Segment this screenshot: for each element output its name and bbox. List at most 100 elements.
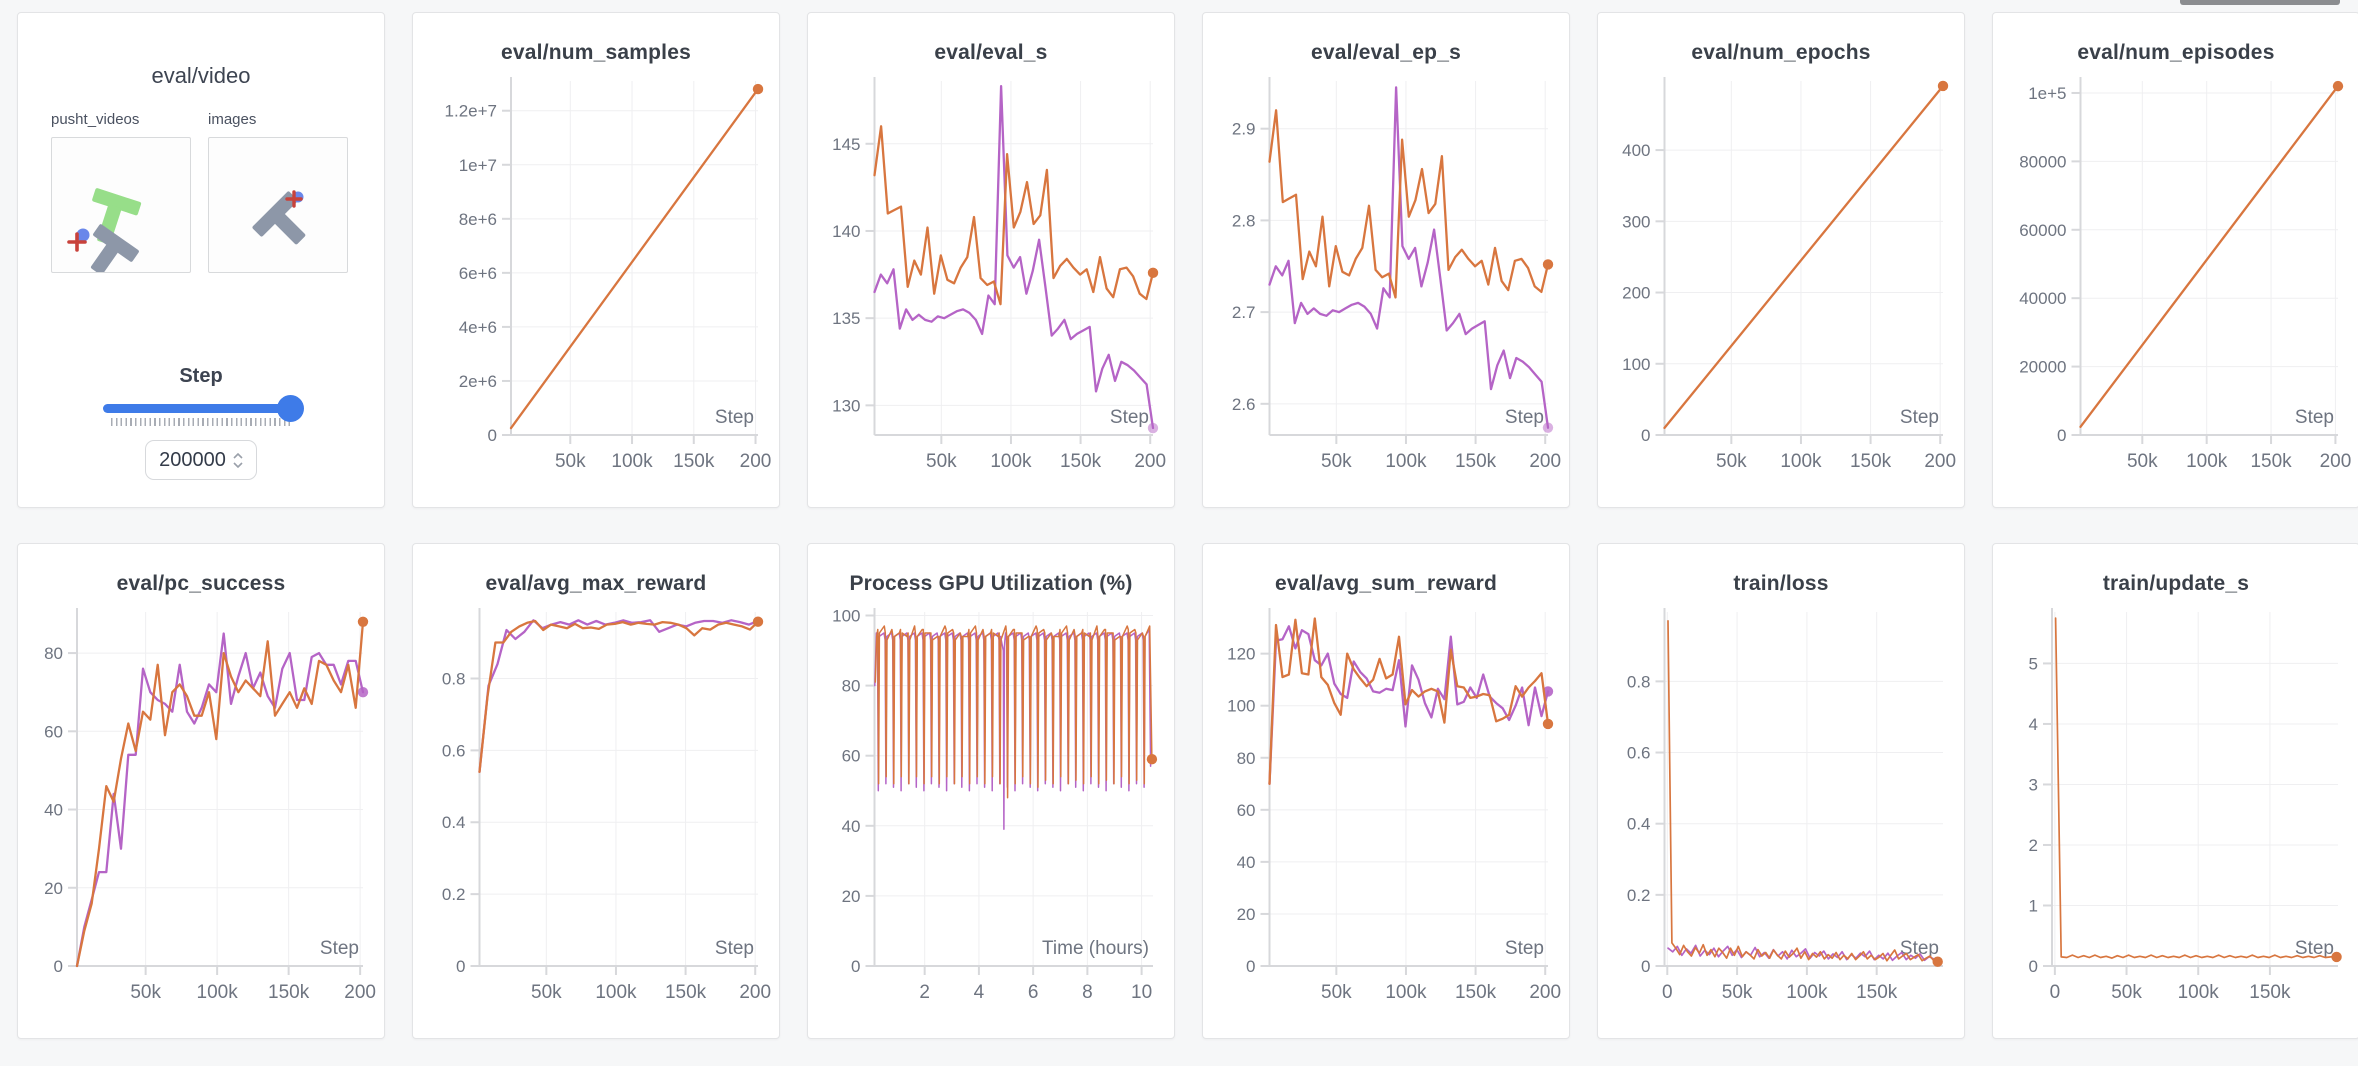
x-axis-label: Step bbox=[1900, 938, 1939, 959]
x-tick-label: 150k bbox=[1856, 982, 1898, 1003]
x-tick-label: 100k bbox=[1786, 982, 1828, 1003]
slider-tick-ruler bbox=[111, 418, 291, 426]
x-tick-label: 100k bbox=[611, 451, 653, 472]
x-tick-label: 200 bbox=[740, 451, 772, 472]
panel-eval-num-epochs[interactable]: eval/num_epochs 0 100 200 300 400 50k 100k 150k 2… bbox=[1597, 12, 1965, 508]
x-axis-label: Step bbox=[1900, 407, 1939, 428]
y-tick-label: 1e+7 bbox=[459, 156, 497, 175]
panel-eval-num-episodes[interactable]: eval/num_episodes 0 20000 40000 60000 80000 1e… bbox=[1992, 12, 2358, 508]
chart-canvas[interactable]: 0 20 40 60 80 100 120 50k 100k 150k 200 Step bbox=[1214, 598, 1561, 1022]
y-tick-label: 60 bbox=[1237, 801, 1256, 820]
x-tick-label: 50k bbox=[555, 451, 586, 472]
y-tick-label: 0.2 bbox=[442, 885, 466, 904]
y-tick-label: 0.2 bbox=[1627, 886, 1651, 905]
series-end-dot-orange bbox=[1146, 754, 1158, 765]
panel-eval-avg-max-reward[interactable]: eval/avg_max_reward 0 0.2 0.4 0.6 0.8 50k 100k 1… bbox=[412, 543, 780, 1039]
y-tick-label: 1.2e+7 bbox=[445, 102, 497, 121]
images-thumbnail[interactable] bbox=[208, 137, 348, 273]
step-value[interactable]: 200000 bbox=[159, 448, 226, 471]
panel-eval-pc-success[interactable]: eval/pc_success 0 20 40 60 80 50k 100k 150k 200 St… bbox=[17, 543, 385, 1039]
y-tick-label: 0 bbox=[2057, 426, 2066, 445]
series-line-purple bbox=[1667, 944, 1940, 962]
y-tick-label: 300 bbox=[1622, 212, 1650, 231]
panel-process-gpu-utilization[interactable]: Process GPU Utilization (%) 0 20 40 60 80 100 2… bbox=[807, 543, 1175, 1039]
step-slider[interactable] bbox=[103, 395, 304, 426]
panel-train-update-s[interactable]: train/update_s 0 1 2 3 4 5 0 50k 100k 150k Step bbox=[1992, 543, 2358, 1039]
y-tick-label: 1 bbox=[2029, 896, 2038, 915]
x-tick-label: 100k bbox=[1780, 451, 1822, 472]
stepper-chevrons[interactable] bbox=[233, 452, 243, 468]
y-tick-label: 0.8 bbox=[442, 669, 466, 688]
chart-title: eval/eval_s bbox=[934, 41, 1048, 64]
panel-eval-eval-ep-s[interactable]: eval/eval_ep_s 2.6 2.7 2.8 2.9 50k 100k 150k 200… bbox=[1202, 12, 1570, 508]
panel-eval-eval-s[interactable]: eval/eval_s 130 135 140 145 50k 100k 150k 200 Ste… bbox=[807, 12, 1175, 508]
y-tick-label: 0.4 bbox=[1627, 815, 1651, 834]
series-end-dot-orange bbox=[1937, 80, 1949, 92]
series-end-dot-orange bbox=[752, 616, 764, 627]
panel-eval-video[interactable]: eval/video pusht_videos bbox=[17, 12, 385, 508]
slider-track[interactable] bbox=[103, 395, 304, 422]
y-tick-label: 2.7 bbox=[1232, 303, 1256, 322]
series-line-orange bbox=[873, 125, 1155, 306]
x-axis-label: Step bbox=[320, 938, 359, 959]
x-tick-label: 150k bbox=[2249, 982, 2291, 1003]
y-tick-label: 40000 bbox=[2019, 289, 2066, 308]
y-tick-label: 0 bbox=[1641, 426, 1650, 445]
pusht-scene bbox=[67, 188, 142, 275]
series-end-dot-purple bbox=[1542, 686, 1554, 697]
x-tick-label: 150k bbox=[2250, 451, 2292, 472]
chart-title: eval/eval_ep_s bbox=[1311, 41, 1461, 64]
chart-canvas[interactable]: 130 135 140 145 50k 100k 150k 200 Step bbox=[819, 67, 1166, 491]
x-tick-label: 200 bbox=[1529, 982, 1561, 1003]
x-axis-label: Step bbox=[1505, 938, 1544, 959]
chart-canvas[interactable]: 0 2e+6 4e+6 6e+6 8e+6 1e+7 1.2e+7 50k 100k 150k 20… bbox=[424, 67, 771, 491]
chart-canvas[interactable]: 0 0.2 0.4 0.6 0.8 50k 100k 150k 200 Step bbox=[424, 598, 771, 1022]
media-group-images: images bbox=[208, 111, 348, 273]
y-tick-label: 2.8 bbox=[1232, 211, 1256, 230]
series-end-dot-orange bbox=[1147, 267, 1159, 279]
panel-train-loss[interactable]: train/loss 0 0.2 0.4 0.6 0.8 0 50k 100k 150k Step bbox=[1597, 543, 1965, 1039]
x-tick-label: 150k bbox=[673, 451, 715, 472]
x-tick-label: 50k bbox=[2127, 451, 2158, 472]
chart-canvas[interactable]: 0 20 40 60 80 100 2 4 6 8 10 Time (hours) bbox=[819, 598, 1163, 1022]
chart-title: eval/pc_success bbox=[116, 572, 286, 595]
media-key-label: pusht_videos bbox=[51, 111, 140, 128]
chart-title: Process GPU Utilization (%) bbox=[849, 572, 1133, 595]
chart-canvas[interactable]: 2.6 2.7 2.8 2.9 50k 100k 150k 200 Step bbox=[1214, 67, 1561, 491]
x-tick-label: 200 bbox=[2320, 451, 2352, 472]
step-number-input[interactable]: 200000 bbox=[145, 440, 257, 480]
y-tick-label: 0 bbox=[851, 957, 860, 976]
y-tick-label: 4e+6 bbox=[459, 318, 497, 337]
chart-canvas[interactable]: 0 20 40 60 80 50k 100k 150k 200 Step bbox=[29, 598, 376, 1022]
series-end-dot-orange bbox=[1542, 259, 1554, 270]
y-tick-label: 0.6 bbox=[442, 741, 466, 760]
y-tick-label: 2e+6 bbox=[459, 372, 497, 391]
slider-thumb[interactable] bbox=[277, 395, 304, 422]
chart-canvas[interactable]: 0 0.2 0.4 0.6 0.8 0 50k 100k 150k Step bbox=[1609, 598, 1953, 1022]
y-tick-label: 0 bbox=[1246, 957, 1255, 976]
panel-eval-avg-sum-reward[interactable]: eval/avg_sum_reward 0 20 40 60 80 100 120 50k 100… bbox=[1202, 543, 1570, 1039]
y-tick-label: 40 bbox=[44, 801, 63, 820]
chevron-up-icon[interactable] bbox=[233, 452, 243, 459]
panel-eval-num-samples[interactable]: eval/num_samples 0 2e+6 4e+6 6e+6 8e+6 1e+7 1.2… bbox=[412, 12, 780, 508]
series-line-orange bbox=[478, 619, 760, 774]
series-end-dot-orange bbox=[752, 83, 764, 95]
pusht-video-thumbnail[interactable] bbox=[51, 137, 191, 275]
x-tick-label: 150k bbox=[268, 982, 310, 1003]
y-tick-label: 5 bbox=[2029, 654, 2038, 673]
chart-canvas[interactable]: 0 1 2 3 4 5 0 50k 100k 150k Step bbox=[2004, 598, 2348, 1022]
chart-canvas[interactable]: 0 20000 40000 60000 80000 1e+5 50k 100k 150k 200 S… bbox=[2004, 67, 2351, 491]
x-tick-label: 50k bbox=[2111, 982, 2142, 1003]
y-tick-label: 0.4 bbox=[442, 813, 466, 832]
chevron-down-icon[interactable] bbox=[233, 461, 243, 468]
x-tick-label: 200 bbox=[344, 982, 376, 1003]
y-tick-label: 1e+5 bbox=[2028, 84, 2066, 103]
y-tick-label: 6e+6 bbox=[459, 264, 497, 283]
x-tick-label: 150k bbox=[1455, 982, 1497, 1003]
chart-canvas[interactable]: 0 100 200 300 400 50k 100k 150k 200 Step bbox=[1609, 67, 1956, 491]
y-tick-label: 0.6 bbox=[1627, 744, 1651, 763]
x-tick-label: 150k bbox=[665, 982, 707, 1003]
scrollbar-fragment[interactable] bbox=[2180, 0, 2340, 5]
y-tick-label: 60 bbox=[44, 722, 63, 741]
y-tick-label: 0 bbox=[54, 957, 63, 976]
